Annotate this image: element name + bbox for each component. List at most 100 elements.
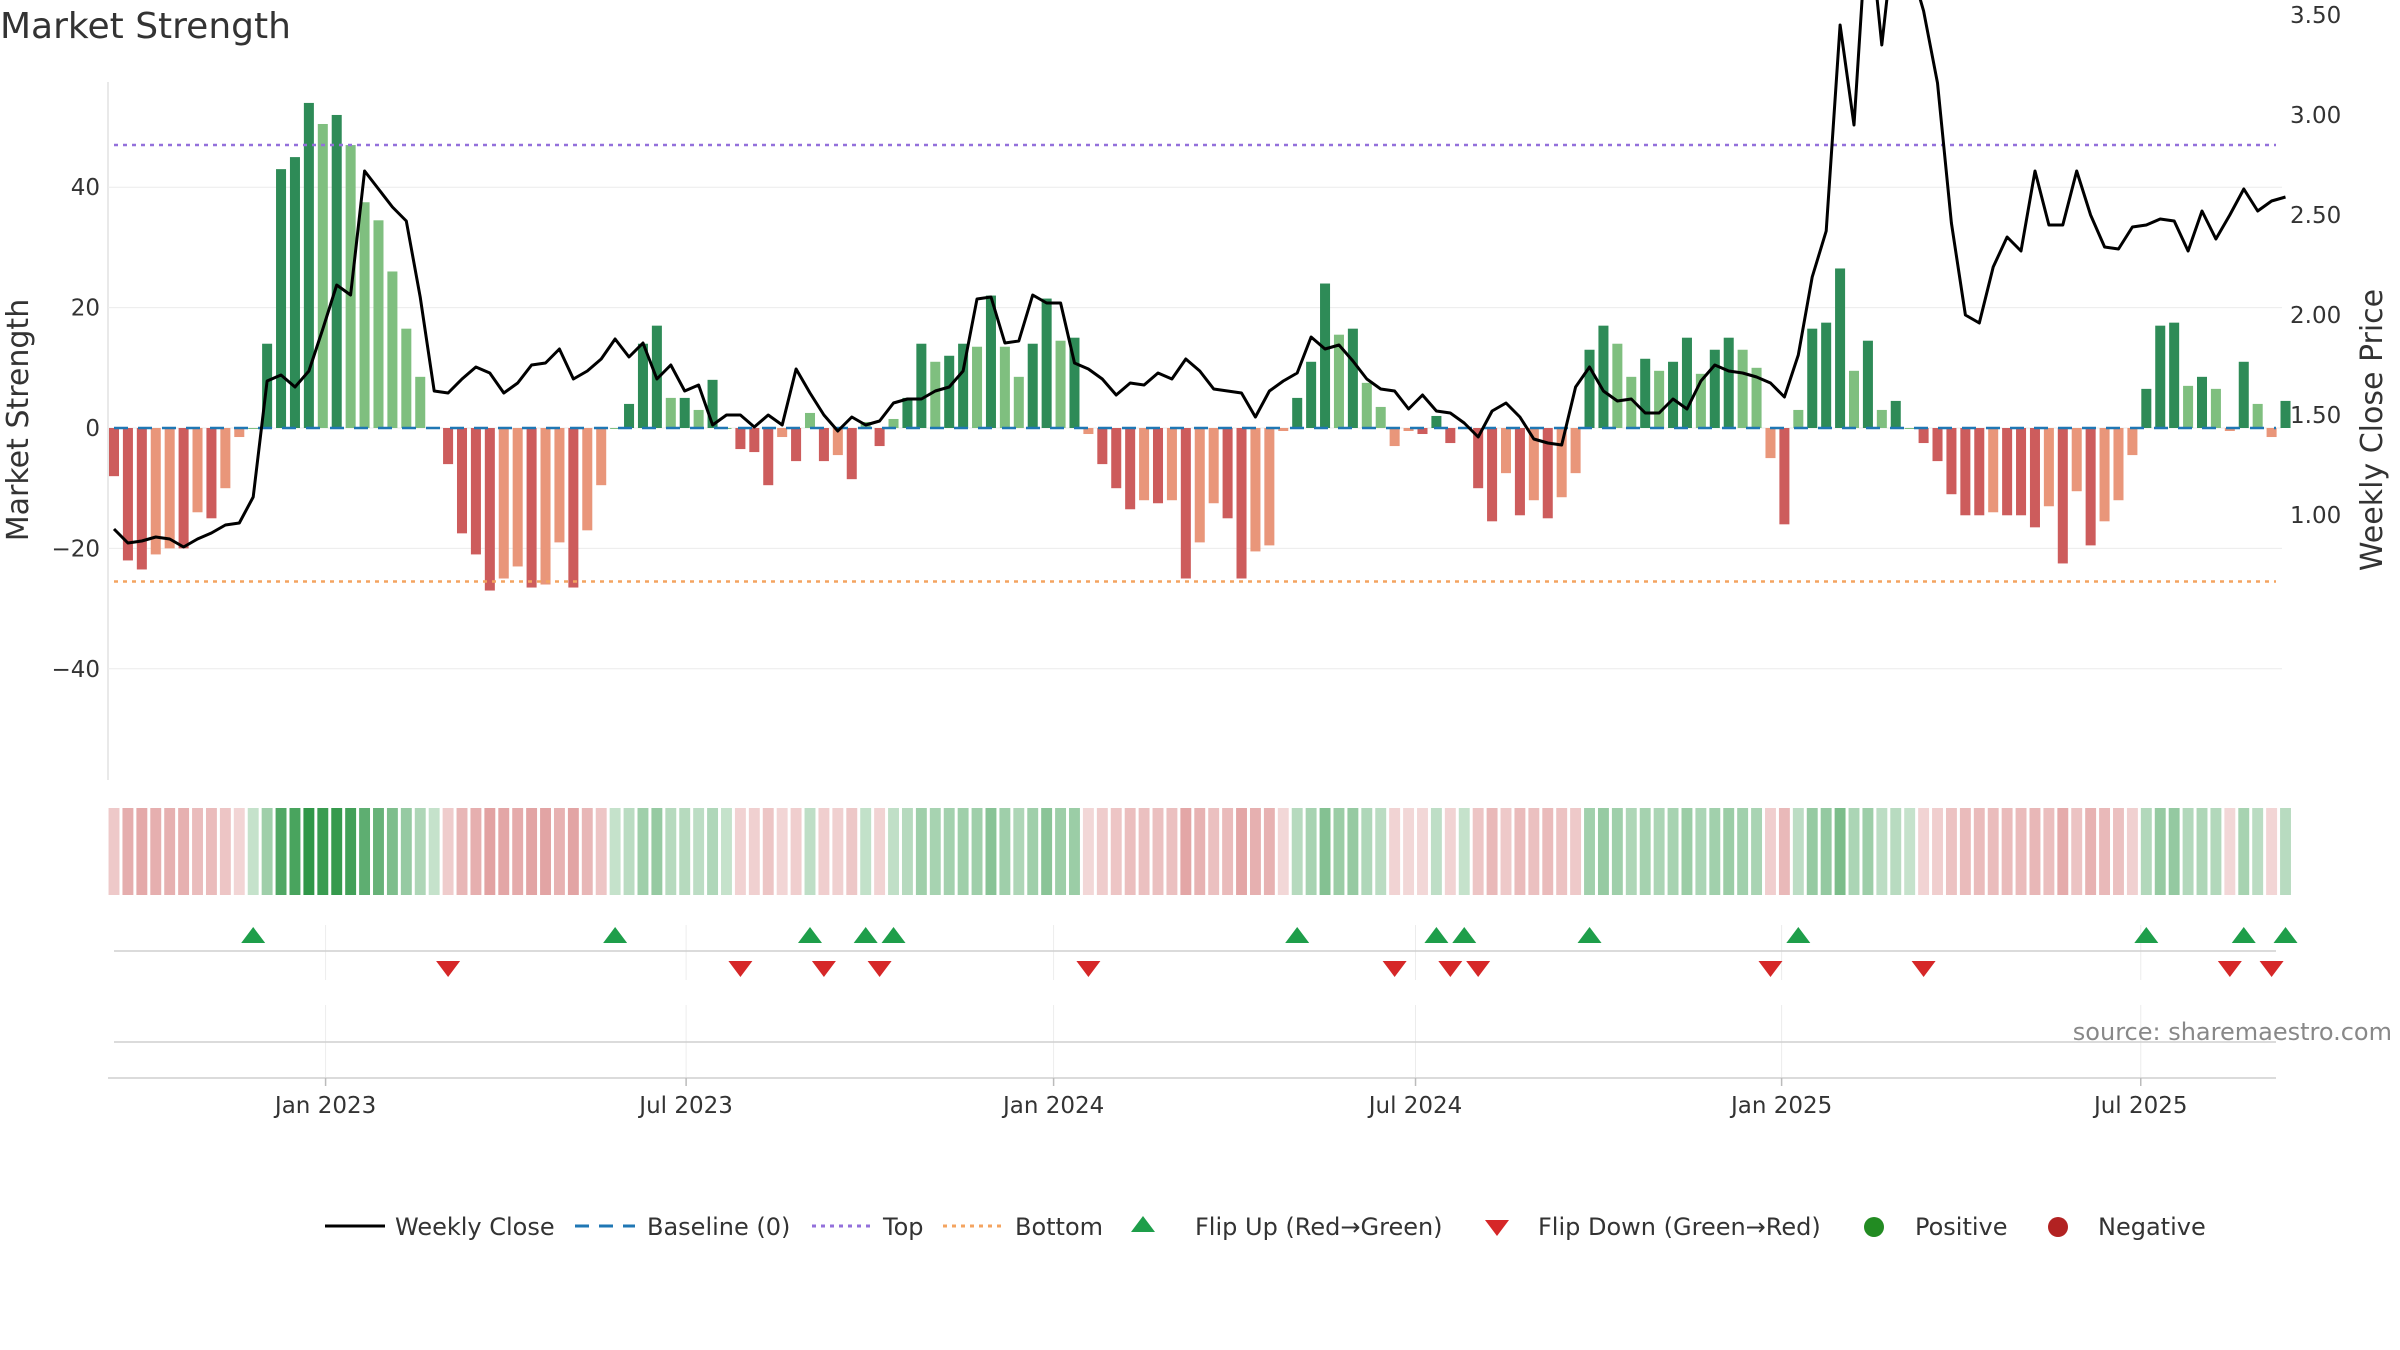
strength-bar	[331, 114, 342, 429]
strip-cell	[553, 808, 565, 895]
left-tick-label: −20	[51, 536, 100, 562]
flip-up-marker	[853, 927, 878, 943]
strength-bar	[1876, 409, 1887, 428]
strip-cell	[1458, 808, 1470, 895]
strength-bar	[610, 428, 621, 429]
strength-bar	[1654, 370, 1665, 428]
strength-bar	[1612, 343, 1623, 428]
flip-down-marker	[1911, 961, 1936, 977]
strength-bar	[958, 343, 969, 428]
strip-cell	[818, 808, 830, 895]
strip-cell	[2196, 808, 2208, 895]
flip-down-marker	[811, 961, 836, 977]
strip-cell	[609, 808, 621, 895]
strength-bar	[540, 428, 551, 585]
strip-cell	[1876, 808, 1888, 895]
strength-bar	[178, 428, 189, 549]
strength-bar	[735, 428, 746, 450]
x-tick-label: Jan 2025	[1729, 1093, 1832, 1119]
strip-cell	[1069, 808, 1080, 895]
strip-cell	[1375, 808, 1387, 895]
strip-cell	[762, 808, 774, 895]
flip-down-marker	[1438, 961, 1463, 977]
strip-cell	[2280, 808, 2291, 895]
strength-bar	[289, 157, 300, 428]
x-tick-label: Jul 2023	[637, 1093, 733, 1119]
strength-bar	[2169, 322, 2180, 428]
strength-bar	[373, 220, 384, 428]
strength-bar	[2238, 361, 2249, 428]
strip-cell	[1514, 808, 1526, 895]
strip-cell	[888, 808, 899, 895]
strip-cell	[2154, 808, 2166, 895]
strength-bar	[693, 409, 704, 428]
strength-bar	[679, 397, 690, 428]
strength-bar	[916, 343, 927, 428]
strip-cell	[1584, 808, 1595, 895]
x-axis: Jan 2023 Jul 2023 Jan 2024 Jul 2024 Jan 2025…	[108, 1077, 2276, 1119]
source-note: source: sharemaestro.com	[2073, 1018, 2392, 1046]
strength-bar	[2266, 428, 2277, 438]
strength-bar	[2224, 428, 2235, 432]
strip-cell	[1890, 808, 1902, 895]
strength-bar	[1055, 340, 1066, 428]
strip-cell	[985, 808, 997, 895]
strip-cell	[1639, 808, 1651, 895]
strength-bar	[874, 428, 885, 447]
strip-cell	[484, 808, 496, 895]
flip-up-marker	[1424, 927, 1449, 943]
strip-cell	[860, 808, 872, 895]
flip-up-marker	[1786, 927, 1811, 943]
strip-cell	[2099, 808, 2111, 895]
strip-cell	[1417, 808, 1428, 895]
strip-cell	[1709, 808, 1721, 895]
strip-cell	[192, 808, 203, 895]
strip-cell	[1138, 808, 1150, 895]
strength-bar	[2196, 376, 2208, 428]
strength-bar	[2002, 428, 2013, 516]
strength-bar	[1904, 428, 1915, 429]
strip-cell	[164, 808, 176, 895]
strength-bar	[944, 355, 955, 428]
strip-cell	[1472, 808, 1484, 895]
strength-bar	[1626, 376, 1637, 428]
strip-cell	[1055, 808, 1067, 895]
strength-bar	[1528, 428, 1539, 501]
strip-cell	[1277, 808, 1289, 895]
strip-cell	[275, 808, 287, 895]
strip-cell	[1820, 808, 1832, 895]
strength-bar	[1278, 428, 1289, 432]
strength-bar	[985, 295, 996, 428]
right-tick-label: 2.00	[2290, 303, 2341, 329]
legend-top: Top	[882, 1213, 924, 1241]
strength-bar	[526, 428, 537, 588]
strength-bar	[2141, 388, 2152, 428]
strip-cell	[1166, 808, 1178, 895]
strip-cell	[1500, 808, 1512, 895]
strength-bar	[777, 428, 788, 438]
strength-bar	[1695, 373, 1706, 428]
strip-cell	[414, 808, 426, 895]
strength-bar	[624, 403, 635, 428]
strip-cell	[1973, 808, 1985, 895]
legend-bottom: Bottom	[1015, 1213, 1103, 1241]
strip-cell	[345, 808, 357, 895]
strip-cell	[1347, 808, 1359, 895]
strip-cell	[846, 808, 858, 895]
flip-down-marker	[728, 961, 753, 977]
strip-cell	[2043, 808, 2055, 895]
strip-cell	[1848, 808, 1860, 895]
strength-bar	[2113, 428, 2124, 501]
reference-lines	[114, 143, 2276, 583]
strip-cell	[929, 808, 941, 895]
strip-cell	[874, 808, 886, 895]
strip-cell	[1653, 808, 1665, 895]
strip-cell	[136, 808, 148, 895]
strip-cell	[693, 808, 705, 895]
flip-down-marker	[1466, 961, 1491, 977]
strip-cell	[1361, 808, 1373, 895]
strength-bar	[2057, 428, 2068, 564]
strength-bar	[1862, 340, 1873, 428]
strip-cell	[1528, 808, 1540, 895]
strip-cell	[1778, 808, 1790, 895]
